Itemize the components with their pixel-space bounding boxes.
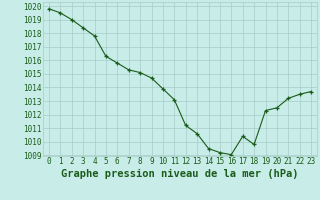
X-axis label: Graphe pression niveau de la mer (hPa): Graphe pression niveau de la mer (hPa) bbox=[61, 169, 299, 179]
